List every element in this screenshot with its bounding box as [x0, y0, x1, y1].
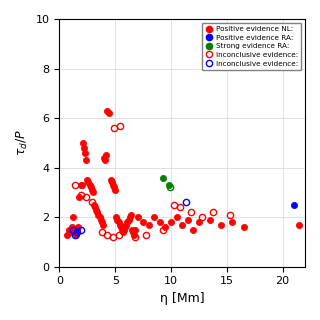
- Y-axis label: $\tau_d/P$: $\tau_d/P$: [15, 129, 30, 156]
- Legend: Positive evidence NL:, Positive evidence RA:, Strong evidence RA:, Inconclusive : Positive evidence NL:, Positive evidence…: [202, 23, 301, 70]
- X-axis label: η [Mm]: η [Mm]: [160, 292, 204, 305]
